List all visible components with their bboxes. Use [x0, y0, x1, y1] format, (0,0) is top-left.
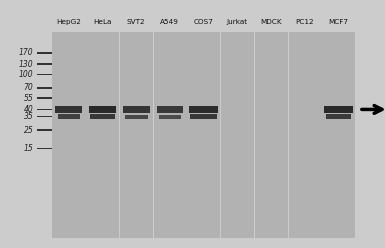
- Bar: [125, 115, 147, 119]
- Text: 35: 35: [23, 112, 33, 121]
- Bar: [85, 32, 86, 238]
- Bar: [37, 52, 52, 54]
- Bar: [37, 87, 52, 89]
- Bar: [37, 116, 52, 117]
- Bar: [254, 32, 288, 238]
- Bar: [119, 32, 153, 238]
- Text: 130: 130: [19, 60, 33, 69]
- Bar: [321, 32, 355, 238]
- Text: MDCK: MDCK: [260, 19, 282, 25]
- Text: HepG2: HepG2: [56, 19, 81, 25]
- Bar: [122, 106, 150, 113]
- Bar: [55, 106, 82, 113]
- Text: 170: 170: [19, 48, 33, 57]
- Bar: [90, 114, 114, 119]
- Text: PC12: PC12: [295, 19, 314, 25]
- Text: 15: 15: [23, 144, 33, 153]
- Bar: [37, 63, 52, 65]
- Bar: [85, 32, 119, 238]
- Bar: [37, 148, 52, 149]
- Bar: [190, 114, 217, 119]
- Text: 55: 55: [23, 93, 33, 103]
- Bar: [321, 32, 322, 238]
- Text: COS7: COS7: [194, 19, 213, 25]
- Bar: [323, 106, 353, 113]
- Bar: [159, 115, 181, 119]
- Text: 100: 100: [19, 70, 33, 79]
- Bar: [52, 32, 85, 238]
- Text: SVT2: SVT2: [127, 19, 146, 25]
- Text: A549: A549: [161, 19, 179, 25]
- Bar: [220, 32, 221, 238]
- Bar: [288, 32, 321, 238]
- Bar: [187, 32, 220, 238]
- Bar: [153, 32, 154, 238]
- Bar: [37, 129, 52, 131]
- Bar: [220, 32, 254, 238]
- Bar: [153, 32, 187, 238]
- Text: 70: 70: [23, 83, 33, 92]
- Bar: [288, 32, 289, 238]
- Bar: [37, 97, 52, 99]
- Bar: [326, 114, 351, 119]
- Bar: [58, 114, 80, 119]
- Bar: [119, 32, 120, 238]
- Text: MCF7: MCF7: [328, 19, 348, 25]
- Text: HeLa: HeLa: [93, 19, 112, 25]
- Bar: [37, 74, 52, 75]
- Text: 40: 40: [23, 105, 33, 114]
- Bar: [89, 106, 116, 113]
- Bar: [189, 106, 218, 113]
- Text: Jurkat: Jurkat: [227, 19, 248, 25]
- Bar: [254, 32, 255, 238]
- Bar: [37, 109, 52, 110]
- Text: 25: 25: [23, 125, 33, 134]
- Bar: [157, 106, 183, 113]
